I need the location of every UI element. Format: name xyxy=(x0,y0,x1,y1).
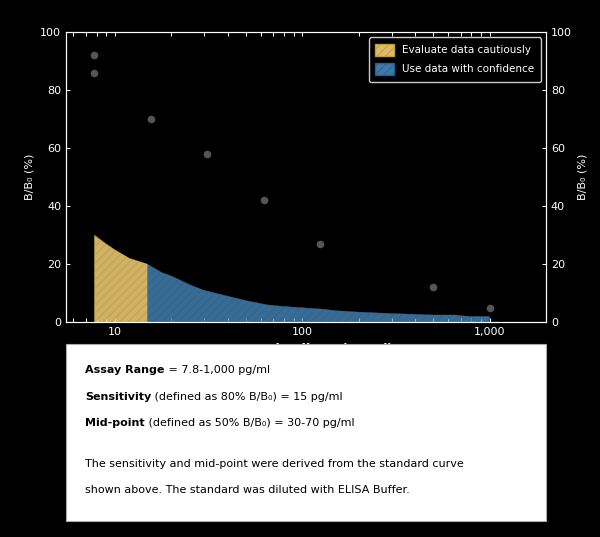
Point xyxy=(428,283,438,292)
Point xyxy=(485,303,494,312)
Text: shown above. The standard was diluted with ELISA Buffer.: shown above. The standard was diluted wi… xyxy=(85,485,410,496)
Text: (defined as 50% B/B₀) = 30-70 pg/ml: (defined as 50% B/B₀) = 30-70 pg/ml xyxy=(145,418,355,428)
FancyBboxPatch shape xyxy=(66,344,546,521)
Legend: Evaluate data cautiously, Use data with confidence: Evaluate data cautiously, Use data with … xyxy=(369,38,541,82)
Y-axis label: B/B₀ (%): B/B₀ (%) xyxy=(577,154,587,200)
Text: Sensitivity: Sensitivity xyxy=(85,391,151,402)
Text: Assay Range: Assay Range xyxy=(85,365,164,375)
Point xyxy=(146,115,155,124)
Point xyxy=(316,240,325,248)
Text: The sensitivity and mid-point were derived from the standard curve: The sensitivity and mid-point were deriv… xyxy=(85,459,464,469)
Y-axis label: B/B₀ (%): B/B₀ (%) xyxy=(25,154,35,200)
Text: Mid-point: Mid-point xyxy=(85,418,145,428)
Point xyxy=(203,150,212,158)
Text: = 7.8-1,000 pg/ml: = 7.8-1,000 pg/ml xyxy=(164,365,270,375)
X-axis label: Prostaglandin E₂ (pg/ml): Prostaglandin E₂ (pg/ml) xyxy=(220,343,392,355)
Point xyxy=(89,51,99,60)
Text: (defined as 80% B/B₀) = 15 pg/ml: (defined as 80% B/B₀) = 15 pg/ml xyxy=(151,391,343,402)
Point xyxy=(89,69,99,77)
Point xyxy=(259,196,269,205)
Polygon shape xyxy=(148,264,490,322)
Polygon shape xyxy=(94,235,148,322)
